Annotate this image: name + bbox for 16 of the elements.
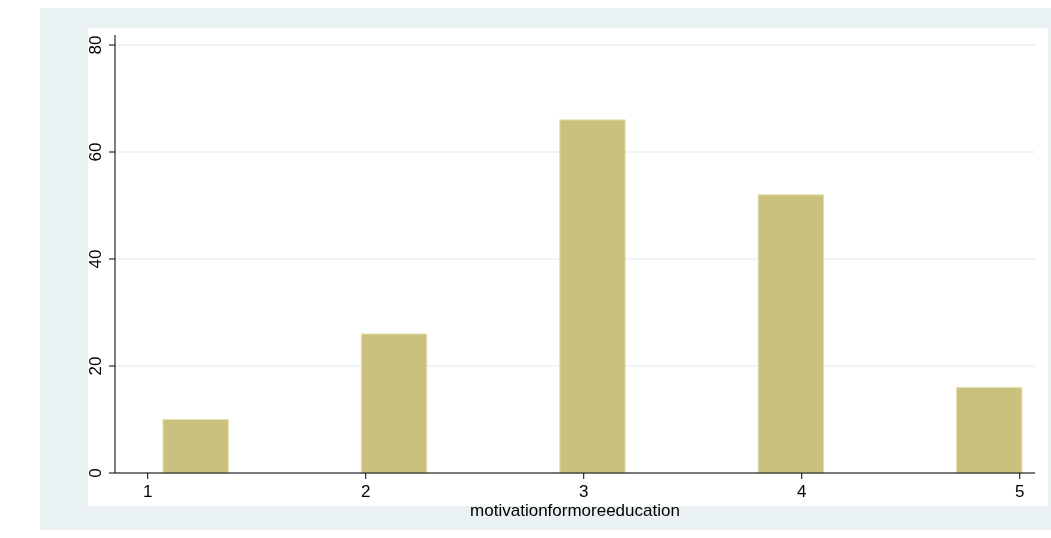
bar: [360, 333, 428, 474]
y-tick-label: 40: [86, 249, 105, 269]
x-tick-label: 1: [142, 482, 153, 501]
y-tick-label: 60: [86, 142, 105, 162]
bar: [559, 119, 626, 474]
y-tick-label: 20: [86, 356, 105, 376]
x-tick-label: 2: [360, 482, 371, 501]
x-tick-label: 4: [797, 482, 807, 501]
y-tick-label: 0: [86, 468, 105, 478]
bar: [162, 419, 229, 474]
y-tick-label: 80: [86, 35, 105, 55]
bar: [757, 194, 825, 474]
x-tick-label: 3: [578, 482, 589, 501]
x-tick-label: 5: [1015, 482, 1025, 501]
x-axis-title: motivationformoreeducation: [470, 501, 680, 520]
bar: [956, 386, 1023, 474]
